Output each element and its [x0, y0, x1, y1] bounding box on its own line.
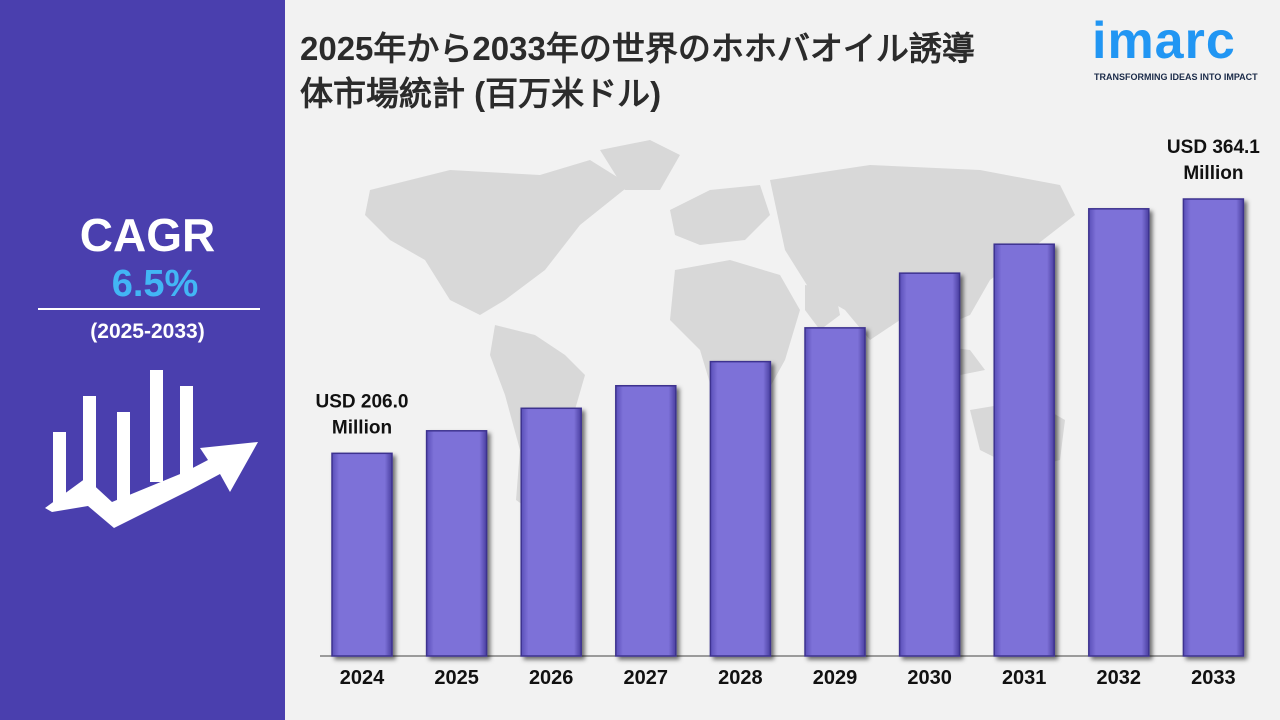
bar-2030 [898, 272, 961, 657]
logo-tagline: TRANSFORMING IDEAS INTO IMPACT [1094, 72, 1258, 82]
chart-title: 2025年から2033年の世界のホホバオイル誘導 体市場統計 (百万米ドル) [300, 26, 1080, 116]
growth-chart-arrow-icon [45, 370, 258, 528]
cagr-sidebar: CAGR 6.5% (2025-2033) [0, 0, 285, 720]
bar-2025 [425, 430, 488, 657]
cagr-period: (2025-2033) [90, 320, 205, 343]
sidebar-divider [38, 308, 260, 310]
bar-2027 [615, 385, 677, 657]
bar-2029 [804, 327, 866, 657]
cagr-label: CAGR [79, 209, 216, 261]
data-label-2033-line-2: Million [1183, 163, 1243, 184]
x-tick-label-2026: 2026 [529, 667, 574, 689]
x-tick-label-2027: 2027 [624, 667, 669, 689]
x-tick-label-2030: 2030 [907, 667, 952, 689]
bar-2032 [1088, 208, 1150, 657]
data-label-2024-line-2: Million [332, 417, 392, 438]
bar-2033 [1182, 198, 1245, 657]
title-line-2: 体市場統計 (百万米ドル) [300, 75, 662, 112]
x-tick-label-2028: 2028 [718, 667, 763, 689]
bar-chart: 2024 2025 2026 2027 2028 2029 2030 2031 2032 2033… [316, 137, 1261, 689]
bar-2024 [331, 452, 393, 657]
bar-2026 [520, 407, 582, 657]
data-label-2024-line-1: USD 206.0 [316, 391, 409, 412]
x-tick-label-2029: 2029 [813, 667, 858, 689]
logo-wordmark: imarc [1092, 12, 1236, 70]
x-tick-label-2032: 2032 [1097, 667, 1142, 689]
data-label-2033-line-1: USD 364.1 [1167, 137, 1260, 158]
bar-2028 [709, 360, 772, 657]
x-tick-label-2024: 2024 [340, 667, 385, 689]
x-tick-label-2031: 2031 [1002, 667, 1046, 689]
bar-2031 [993, 243, 1055, 657]
x-tick-label-2033: 2033 [1191, 667, 1236, 689]
title-line-1: 2025年から2033年の世界のホホバオイル誘導 [300, 30, 975, 67]
x-tick-label-2025: 2025 [434, 667, 479, 689]
cagr-value: 6.5% [111, 263, 199, 305]
